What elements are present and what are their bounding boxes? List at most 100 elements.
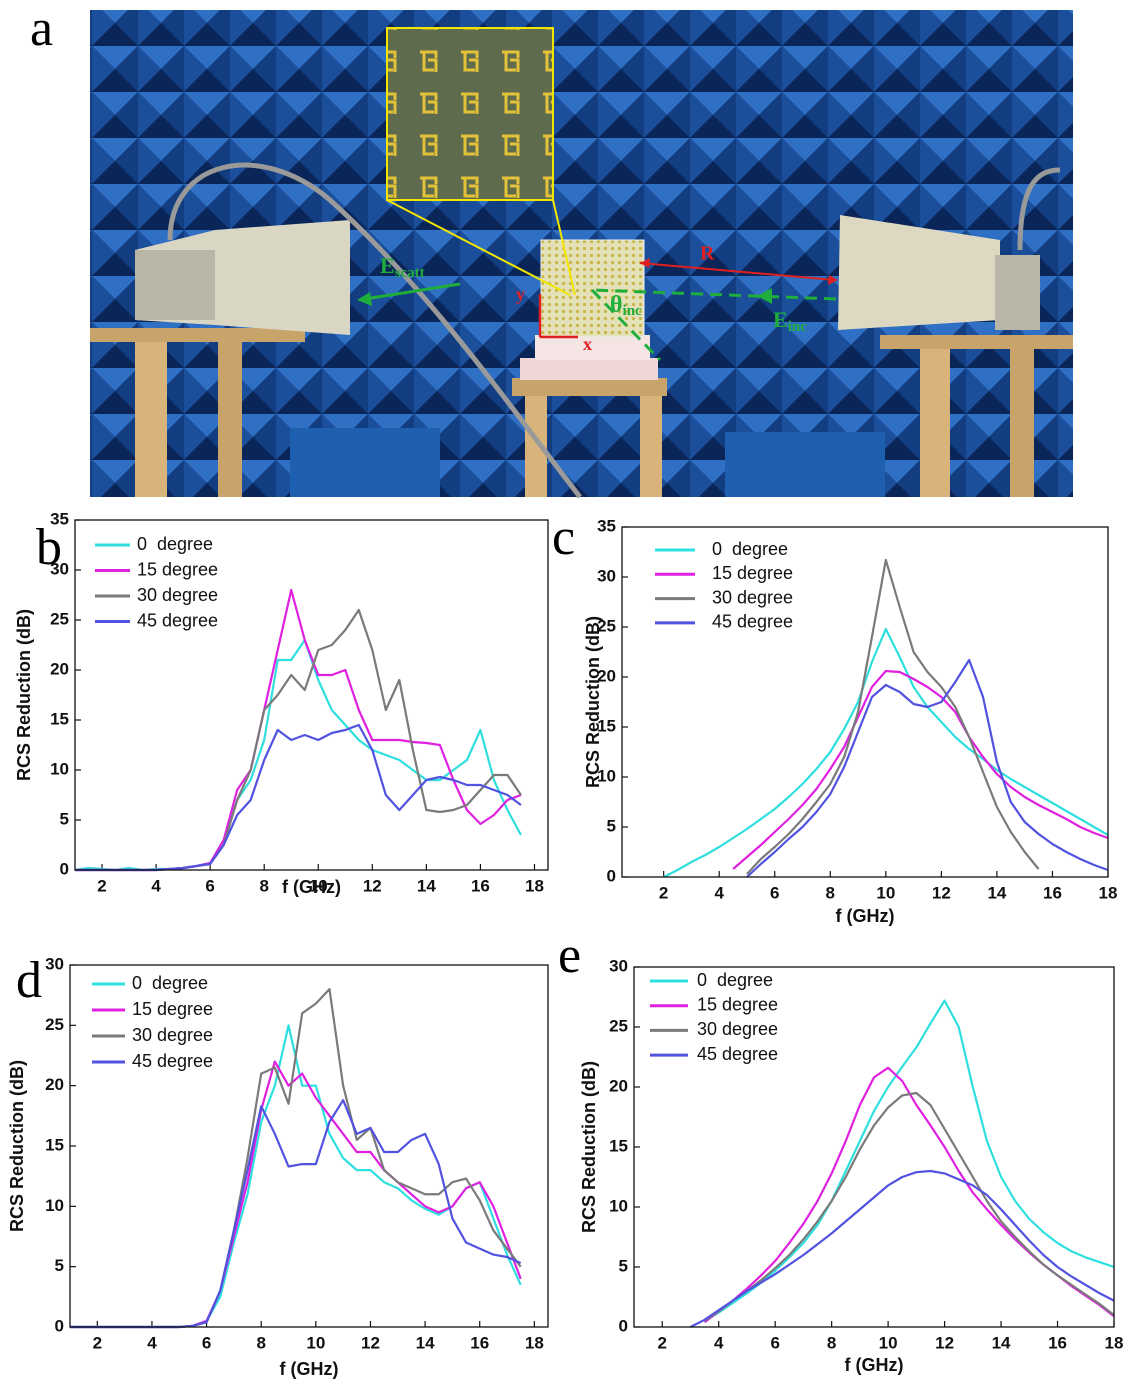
horn-flange: [135, 250, 215, 320]
x-tick-label: 10: [879, 1333, 898, 1352]
stand-top: [512, 378, 667, 396]
y-axis-label: RCS Reduction (dB): [579, 1061, 599, 1233]
floor-absorber: [725, 432, 885, 497]
x-tick-label: 8: [826, 883, 835, 902]
x-axis-label: f (GHz): [845, 1355, 904, 1375]
x-tick-label: 18: [1105, 1333, 1124, 1352]
x-tick-label: 16: [471, 876, 490, 895]
x-tick-label: 14: [417, 876, 436, 895]
legend-label: 45 degree: [137, 610, 218, 630]
x-tick-label: 18: [1099, 883, 1118, 902]
x-tick-label: 6: [205, 876, 214, 895]
x-axis-label: f (GHz): [280, 1359, 339, 1379]
foam-block: [535, 335, 650, 360]
legend-label: 0 degree: [712, 539, 788, 559]
subscript: inc: [788, 319, 808, 335]
x-tick-label: 14: [992, 1333, 1011, 1352]
y-tick-label: 15: [50, 709, 69, 728]
x-tick-label: 12: [935, 1333, 954, 1352]
floor-absorber: [290, 428, 440, 497]
stand-top: [90, 328, 305, 342]
subscript: inc: [623, 303, 643, 319]
y-tick-label: 10: [609, 1196, 628, 1215]
y-tick-label: 5: [607, 816, 616, 835]
y-tick-label: 25: [50, 609, 69, 628]
y-tick-label: 20: [50, 659, 69, 678]
series-line: [75, 640, 521, 870]
legend-label: 0 degree: [697, 970, 773, 990]
y-tick-label: 35: [50, 509, 69, 528]
stand-leg: [640, 396, 662, 497]
x-tick-label: 4: [714, 1333, 724, 1352]
legend-label: 30 degree: [132, 1025, 213, 1045]
series-line: [705, 1068, 1114, 1322]
legend-label: 30 degree: [697, 1019, 778, 1039]
legend-label: 30 degree: [137, 585, 218, 605]
x-tick-label: 12: [363, 876, 382, 895]
series-line: [664, 629, 1108, 877]
y-tick-label: 0: [607, 866, 616, 885]
stand-leg: [920, 349, 950, 497]
x-tick-label: 6: [770, 883, 779, 902]
x-tick-label: 16: [470, 1333, 489, 1352]
stand-top: [880, 335, 1073, 349]
x-tick-label: 18: [525, 1333, 544, 1352]
legend-label: 0 degree: [137, 534, 213, 554]
y-axis-label: RCS Reduction (dB): [14, 609, 34, 781]
y-axis-label: RCS Reduction (dB): [7, 1060, 27, 1232]
x-tick-label: 6: [202, 1333, 211, 1352]
x-tick-label: 8: [827, 1333, 836, 1352]
x-tick-label: 4: [151, 876, 161, 895]
subscript: scatt: [395, 265, 425, 281]
photo-panel: R Escatt θinc Einc x y: [90, 10, 1073, 497]
x-tick-label: 16: [1048, 1333, 1067, 1352]
series-line: [690, 1171, 1114, 1327]
series-line: [70, 1100, 521, 1327]
legend-label: 45 degree: [132, 1051, 213, 1071]
series-line: [705, 1093, 1114, 1321]
x-tick-label: 10: [306, 1333, 325, 1352]
y-tick-label: 5: [60, 809, 69, 828]
y-axis-label: RCS Reduction (dB): [583, 616, 603, 788]
y-tick-label: 15: [609, 1136, 628, 1155]
y-tick-label: 0: [55, 1316, 64, 1335]
x-axis-label: x: [583, 334, 592, 354]
x-axis-label: f (GHz): [282, 877, 341, 897]
symbol: E: [773, 307, 788, 332]
series-line: [75, 590, 521, 870]
series-line: [747, 660, 1108, 877]
stand-leg: [135, 342, 167, 497]
distance-label: R: [700, 243, 715, 265]
x-tick-label: 16: [1043, 883, 1062, 902]
y-tick-label: 5: [55, 1256, 64, 1275]
horn-flange: [995, 255, 1040, 330]
panel-label: d: [16, 952, 42, 1009]
x-tick-label: 12: [361, 1333, 380, 1352]
y-tick-label: 15: [45, 1135, 64, 1154]
series-line: [70, 1062, 521, 1327]
x-axis-label: f (GHz): [836, 906, 895, 926]
legend-label: 30 degree: [712, 587, 793, 607]
y-tick-label: 25: [45, 1015, 64, 1034]
y-tick-label: 10: [50, 759, 69, 778]
series-line: [75, 725, 521, 870]
y-tick-label: 30: [50, 559, 69, 578]
legend-label: 15 degree: [132, 999, 213, 1019]
y-tick-label: 30: [609, 956, 628, 975]
foam-block: [520, 358, 658, 380]
x-tick-label: 8: [256, 1333, 265, 1352]
y-axis-label: y: [516, 284, 525, 304]
x-tick-label: 2: [659, 883, 668, 902]
legend-label: 0 degree: [132, 973, 208, 993]
y-tick-label: 35: [597, 516, 616, 535]
stand-leg: [218, 342, 242, 497]
legend-label: 45 degree: [697, 1044, 778, 1064]
x-tick-label: 10: [876, 883, 895, 902]
symbol: E: [380, 253, 395, 278]
chart: d24681012141618051015202530f (GHz)RCS Re…: [7, 952, 548, 1379]
legend-label: 15 degree: [697, 994, 778, 1014]
x-tick-label: 2: [93, 1333, 102, 1352]
